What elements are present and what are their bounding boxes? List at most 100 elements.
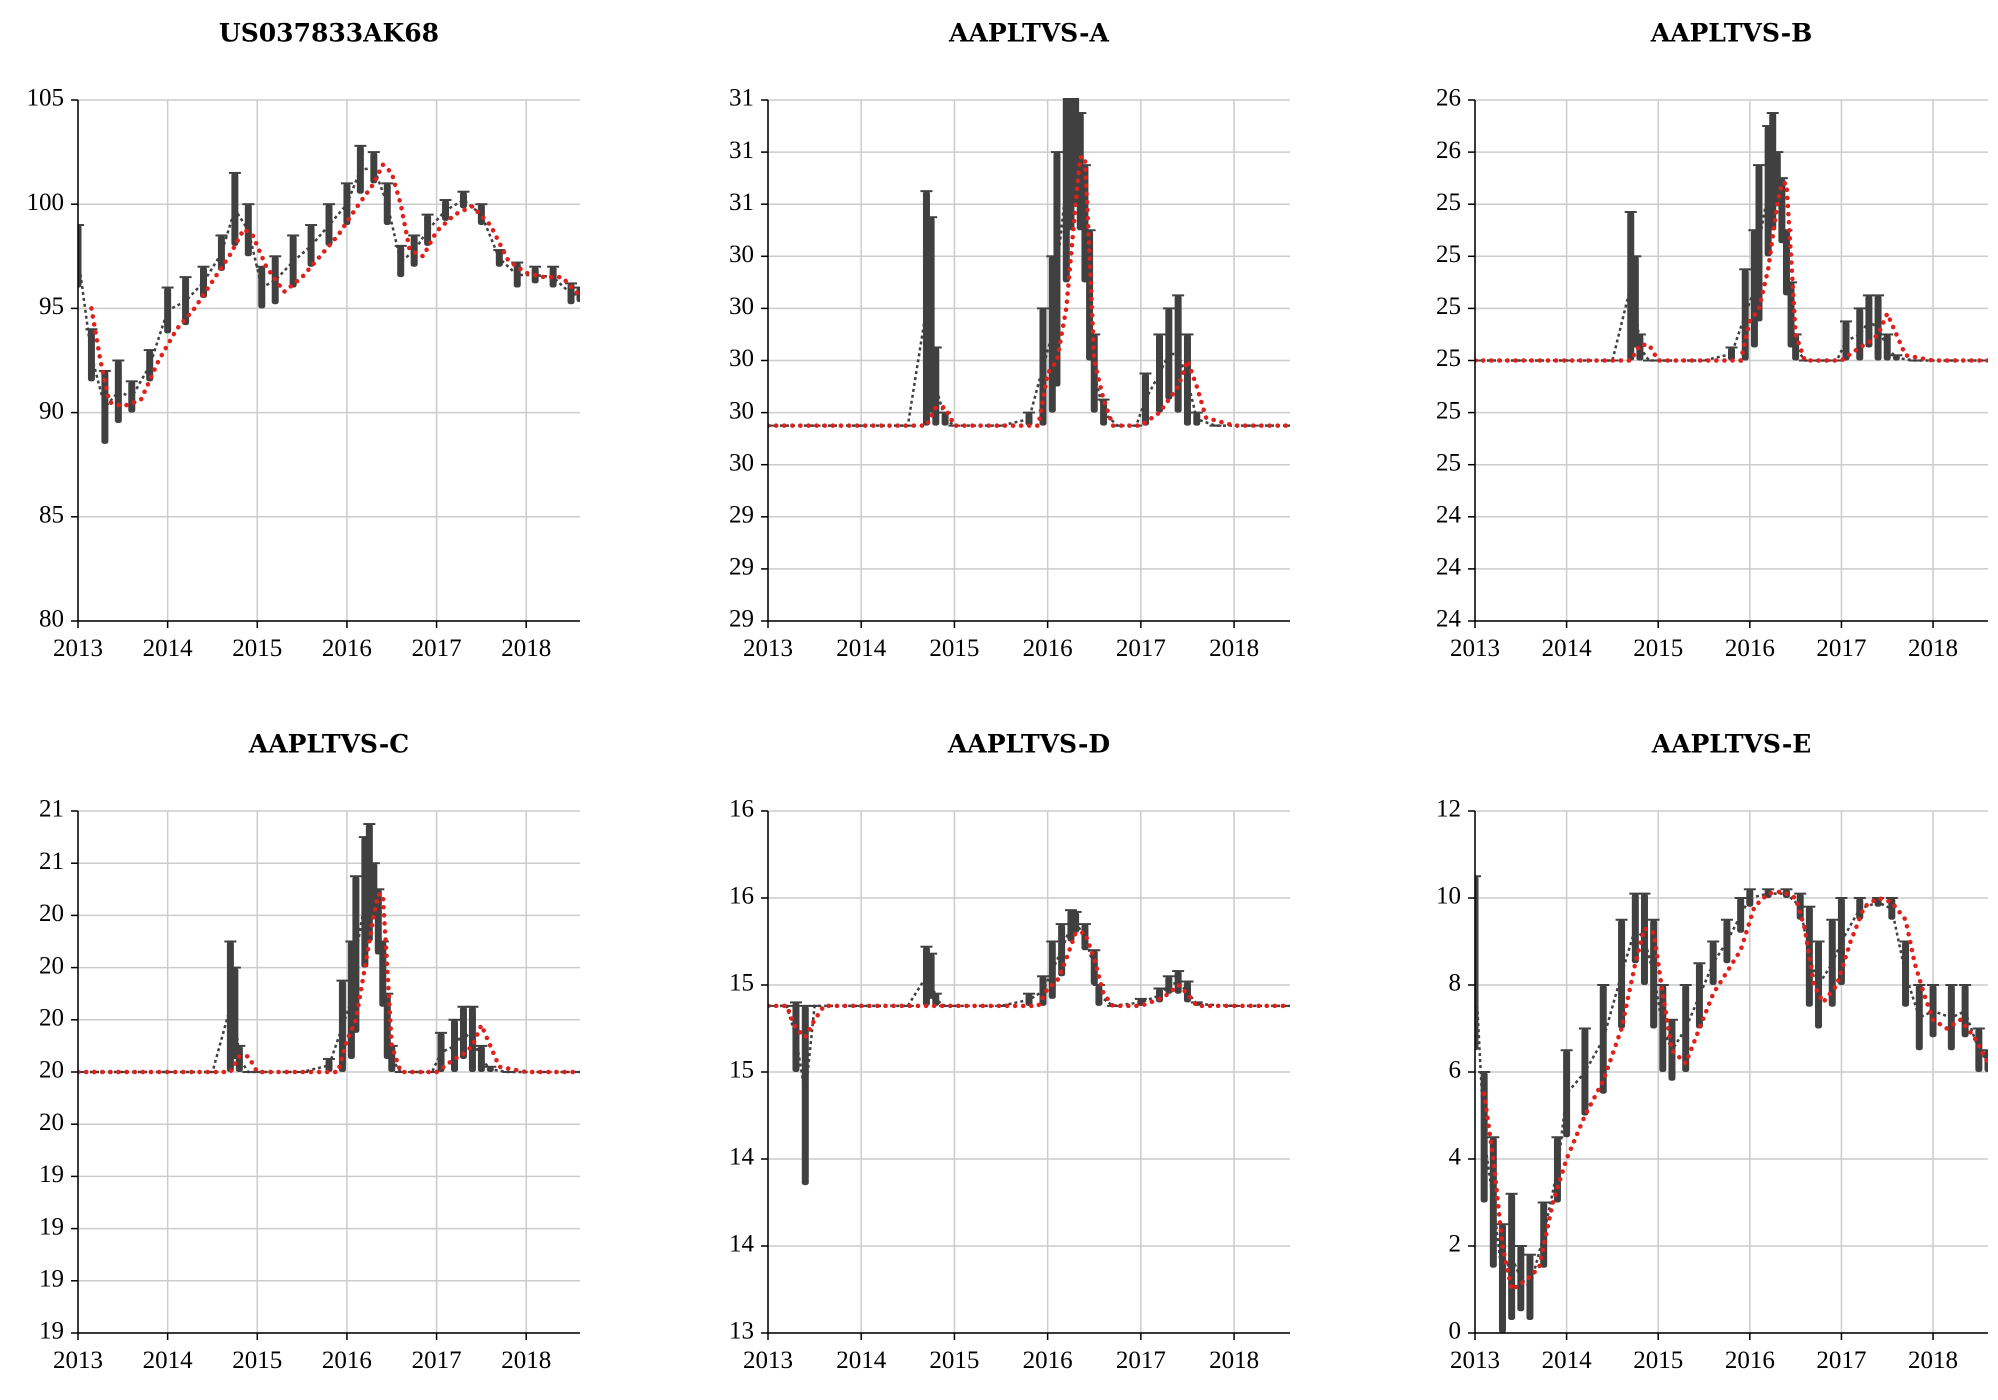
distribution-bar xyxy=(477,1045,485,1072)
plot-area xyxy=(1475,875,1988,1333)
y-tick-label: 29 xyxy=(729,502,754,529)
distribution-bar xyxy=(1695,963,1703,1029)
y-tick-label: 26 xyxy=(1436,137,1461,164)
distribution-bar xyxy=(200,266,207,298)
y-tick-label: 30 xyxy=(729,449,754,476)
x-tick-label: 2018 xyxy=(1209,1347,1259,1374)
y-tick-label: 24 xyxy=(1436,502,1462,529)
distribution-bar xyxy=(182,277,190,326)
distribution-bar xyxy=(289,235,297,288)
distribution-series xyxy=(78,823,580,1074)
x-tick-label: 2015 xyxy=(1633,1347,1683,1374)
y-tick-label: 16 xyxy=(729,883,754,910)
distribution-median-line xyxy=(1475,168,1988,362)
y-tick-label: 105 xyxy=(27,85,65,112)
y-tick-label: 25 xyxy=(1436,449,1461,476)
distribution-bar xyxy=(1058,924,1066,977)
x-tick-label: 2015 xyxy=(929,1347,979,1374)
y-tick-label: 24 xyxy=(1436,554,1462,581)
y-tick-label: 8 xyxy=(1449,970,1462,997)
x-tick-label: 2013 xyxy=(53,635,103,662)
y-tick-label: 85 xyxy=(39,502,64,529)
y-tick-label: 100 xyxy=(27,189,65,216)
x-tick-label: 2013 xyxy=(53,1347,103,1374)
plot-area xyxy=(1475,112,1988,363)
x-tick-label: 2015 xyxy=(232,635,282,662)
x-tick-label: 2014 xyxy=(1542,1347,1593,1374)
distribution-series xyxy=(1475,112,1988,362)
y-tick-label: 31 xyxy=(729,189,754,216)
distribution-bar xyxy=(1755,165,1763,322)
distribution-bar xyxy=(78,225,82,288)
distribution-bar xyxy=(1183,334,1191,426)
y-tick-label: 29 xyxy=(729,554,754,581)
x-tick-label: 2016 xyxy=(1725,635,1775,662)
x-tick-label: 2016 xyxy=(1023,635,1073,662)
distribution-bar xyxy=(87,329,95,382)
chart-panel-aapltvs-c: AAPLTVS-C 19 19 19 19 20 20 20 20 20 21 21 2013 2014 2… xyxy=(39,730,580,1374)
distribution-bar xyxy=(567,283,575,305)
x-tick-label: 2016 xyxy=(1725,1347,1775,1374)
distribution-bar xyxy=(1618,919,1626,1029)
distribution-series xyxy=(1475,875,1988,1333)
distribution-bar xyxy=(459,191,467,209)
distribution-bar xyxy=(1095,985,1103,1006)
chart-title: AAPLTVS-C xyxy=(248,730,409,759)
y-tick-label: 26 xyxy=(1436,85,1461,112)
x-tick-label: 2014 xyxy=(143,635,194,662)
x-tick-label: 2013 xyxy=(743,1347,793,1374)
distribution-series xyxy=(78,144,580,444)
y-tick-label: 30 xyxy=(729,293,754,320)
y-tick-label: 6 xyxy=(1449,1057,1462,1084)
y-tick-label: 2 xyxy=(1449,1231,1462,1258)
x-tick-label: 2014 xyxy=(1542,635,1593,662)
chart-title: US037833AK68 xyxy=(219,19,439,48)
y-tick-label: 20 xyxy=(39,1005,64,1032)
y-tick-label: 13 xyxy=(729,1318,754,1345)
chart-panel-aapltvs-d: AAPLTVS-D 13 14 14 15 15 16 16 2013 2014 2015 2016 2… xyxy=(729,730,1290,1374)
plot-area xyxy=(768,909,1290,1186)
distribution-bar xyxy=(424,214,432,246)
y-tick-label: 29 xyxy=(729,606,754,633)
x-tick-label: 2015 xyxy=(232,1347,282,1374)
y-tick-label: 25 xyxy=(1436,189,1461,216)
y-tick-label: 21 xyxy=(39,848,64,875)
x-tick-label: 2013 xyxy=(1450,635,1500,662)
plot-area xyxy=(78,823,580,1075)
y-tick-label: 95 xyxy=(39,293,64,320)
x-tick-label: 2018 xyxy=(1908,635,1958,662)
distribution-bar xyxy=(792,1002,800,1072)
distribution-bar xyxy=(1915,985,1923,1051)
x-tick-label: 2017 xyxy=(1816,635,1866,662)
x-tick-label: 2017 xyxy=(1116,1347,1166,1374)
y-tick-label: 16 xyxy=(729,796,754,823)
y-tick-label: 80 xyxy=(39,606,64,633)
distribution-bar xyxy=(1723,919,1731,964)
distribution-bar xyxy=(451,1019,458,1072)
distribution-bar xyxy=(325,204,333,246)
distribution-series xyxy=(768,98,1290,427)
distribution-bar xyxy=(932,993,940,1006)
distribution-bar xyxy=(1498,1224,1506,1333)
distribution-bar xyxy=(1156,334,1163,413)
x-tick-label: 2016 xyxy=(1023,1347,1073,1374)
y-tick-label: 15 xyxy=(729,970,754,997)
distribution-median-line xyxy=(768,129,1290,427)
x-tick-label: 2016 xyxy=(322,635,372,662)
chart-panel-aapltvs-b: AAPLTVS-B 24 24 24 25 25 25 25 25 25 26 26 2013 2014 2… xyxy=(1436,19,1988,662)
distribution-bar xyxy=(1174,971,1182,994)
model-dotted-line xyxy=(89,160,580,409)
y-tick-label: 0 xyxy=(1449,1318,1462,1345)
distribution-median-line xyxy=(768,920,1290,1096)
x-tick-label: 2017 xyxy=(1116,635,1166,662)
distribution-bar xyxy=(1737,898,1745,933)
x-tick-label: 2017 xyxy=(412,635,462,662)
y-tick-label: 19 xyxy=(39,1161,64,1188)
distribution-bar xyxy=(1563,1050,1571,1138)
y-tick-label: 21 xyxy=(39,796,64,823)
y-tick-label: 30 xyxy=(729,241,754,268)
distribution-median-line xyxy=(1475,892,1988,1290)
x-tick-label: 2018 xyxy=(501,635,551,662)
model-dotted-line xyxy=(768,155,1290,428)
